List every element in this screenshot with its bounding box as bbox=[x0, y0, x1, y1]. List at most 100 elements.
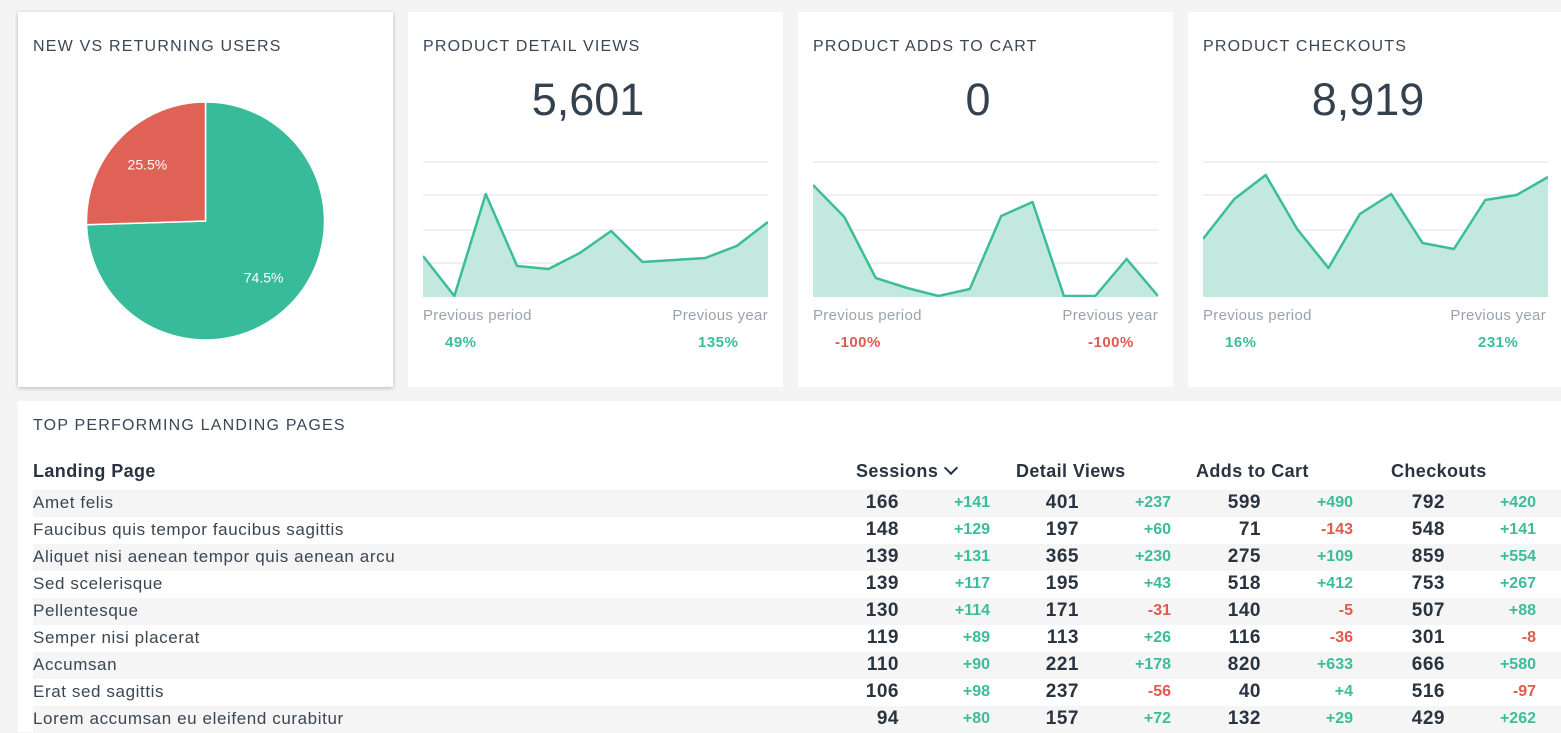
adds-to-cart-change: +490 bbox=[1316, 494, 1353, 511]
landing-page-name: Amet felis bbox=[33, 493, 114, 512]
detail-views-value: 197 bbox=[1045, 519, 1079, 540]
adds-to-cart-change: +4 bbox=[1334, 683, 1353, 700]
sparkline-chart bbox=[423, 161, 768, 297]
adds-to-cart-change: -36 bbox=[1329, 629, 1353, 646]
adds-to-cart-value: 518 bbox=[1227, 573, 1261, 594]
sessions-value: 94 bbox=[876, 708, 899, 729]
sessions-change: +98 bbox=[962, 683, 990, 700]
product-detail-views-card: PRODUCT DETAIL VIEWS 5,601 Previous peri… bbox=[408, 12, 783, 387]
sessions-change: +129 bbox=[953, 521, 990, 538]
sessions-value: 139 bbox=[865, 546, 899, 567]
sessions-change: +90 bbox=[962, 656, 990, 673]
checkouts-value: 859 bbox=[1411, 546, 1445, 567]
detail-views-change: +43 bbox=[1143, 575, 1171, 592]
adds-to-cart-value: 116 bbox=[1228, 627, 1261, 648]
checkouts-value: 429 bbox=[1411, 708, 1445, 729]
detail-views-change: +237 bbox=[1134, 494, 1171, 511]
sparkline-area bbox=[813, 185, 1158, 297]
pie-slice-label: 25.5% bbox=[128, 157, 168, 173]
pie-chart: 74.5% 25.5% bbox=[85, 101, 326, 341]
sessions-value: 110 bbox=[866, 654, 899, 675]
column-header-landing-page[interactable]: Landing Page bbox=[33, 461, 156, 481]
table-row[interactable]: Semper nisi placerat 119 +89 113 +26 116 -36 30… bbox=[33, 625, 1561, 652]
pie-slice[interactable] bbox=[85, 101, 207, 226]
card-title: NEW VS RETURNING USERS bbox=[33, 38, 282, 55]
adds-to-cart-value: 132 bbox=[1227, 708, 1261, 729]
column-header-checkouts[interactable]: Checkouts bbox=[1391, 461, 1487, 481]
column-header-adds-to-cart[interactable]: Adds to Cart bbox=[1196, 461, 1309, 481]
sparkline-area bbox=[1203, 175, 1548, 297]
kpi-value: 0 bbox=[965, 74, 991, 125]
adds-to-cart-change: +109 bbox=[1316, 548, 1353, 565]
sessions-change: +131 bbox=[953, 548, 990, 565]
adds-to-cart-value: 71 bbox=[1238, 519, 1261, 540]
table-body: Amet felis 166 +141 401 +237 599 +490 792 +420 Fa… bbox=[33, 490, 1561, 733]
detail-views-change: -31 bbox=[1147, 602, 1171, 619]
sessions-change: +80 bbox=[962, 710, 990, 727]
sessions-change: +141 bbox=[953, 494, 990, 511]
checkouts-change: +420 bbox=[1499, 494, 1536, 511]
sessions-value: 130 bbox=[865, 600, 899, 621]
column-header-label: Sessions bbox=[856, 461, 939, 481]
sessions-value: 139 bbox=[865, 573, 899, 594]
new-vs-returning-card: NEW VS RETURNING USERS 74.5% 25.5% bbox=[18, 12, 393, 387]
landing-page-name: Faucibus quis tempor faucibus sagittis bbox=[33, 520, 344, 539]
chevron-down-icon bbox=[944, 460, 959, 476]
table-row[interactable]: Pellentesque 130 +114 171 -31 140 -5 507 +88 bbox=[33, 598, 1561, 625]
previous-year-label: Previous year bbox=[672, 307, 768, 324]
top-landing-pages-card: TOP PERFORMING LANDING PAGES Landing Pag… bbox=[18, 401, 1561, 733]
sessions-value: 166 bbox=[865, 492, 899, 513]
checkouts-change: +580 bbox=[1499, 656, 1536, 673]
table-row[interactable]: Aliquet nisi aenean tempor quis aenean a… bbox=[33, 544, 1561, 571]
checkouts-change: +554 bbox=[1499, 548, 1536, 565]
product-adds-to-cart-card: PRODUCT ADDS TO CART 0 Previous period P… bbox=[798, 12, 1173, 387]
previous-year-label: Previous year bbox=[1062, 307, 1158, 324]
kpi-value: 5,601 bbox=[531, 74, 645, 125]
detail-views-change: +72 bbox=[1143, 710, 1171, 727]
detail-views-change: +26 bbox=[1143, 629, 1171, 646]
checkouts-change: +88 bbox=[1508, 602, 1536, 619]
landing-page-name: Lorem accumsan eu eleifend curabitur bbox=[33, 709, 344, 728]
detail-views-value: 195 bbox=[1045, 573, 1079, 594]
checkouts-value: 507 bbox=[1411, 600, 1445, 621]
table-row[interactable]: Faucibus quis tempor faucibus sagittis 14… bbox=[33, 517, 1561, 544]
previous-year-change: 135% bbox=[698, 334, 739, 351]
previous-period-change: -100% bbox=[835, 334, 881, 351]
detail-views-value: 221 bbox=[1045, 654, 1079, 675]
detail-views-change: +178 bbox=[1134, 656, 1171, 673]
previous-year-label: Previous year bbox=[1450, 307, 1546, 324]
sessions-value: 106 bbox=[865, 681, 899, 702]
table-row[interactable]: Lorem accumsan eu eleifend curabitur 94 +8… bbox=[33, 706, 1561, 733]
landing-page-name: Pellentesque bbox=[33, 601, 139, 620]
adds-to-cart-change: -5 bbox=[1338, 602, 1353, 619]
detail-views-value: 113 bbox=[1046, 627, 1079, 648]
landing-page-name: Accumsan bbox=[33, 655, 118, 674]
detail-views-change: +230 bbox=[1134, 548, 1171, 565]
previous-year-change: -100% bbox=[1088, 334, 1134, 351]
checkouts-change: +141 bbox=[1499, 521, 1536, 538]
adds-to-cart-change: +29 bbox=[1325, 710, 1353, 727]
detail-views-value: 237 bbox=[1045, 681, 1079, 702]
adds-to-cart-value: 140 bbox=[1227, 600, 1261, 621]
card-title: TOP PERFORMING LANDING PAGES bbox=[33, 417, 346, 434]
checkouts-value: 666 bbox=[1411, 654, 1445, 675]
sparkline-chart bbox=[1203, 161, 1548, 297]
table-row[interactable]: Sed scelerisque 139 +117 195 +43 518 +412 753 +2… bbox=[33, 571, 1561, 598]
checkouts-change: +262 bbox=[1499, 710, 1536, 727]
checkouts-value: 301 bbox=[1411, 627, 1445, 648]
previous-period-label: Previous period bbox=[813, 307, 922, 324]
column-header-sessions[interactable]: Sessions bbox=[856, 460, 959, 482]
landing-page-name: Erat sed sagittis bbox=[33, 682, 165, 701]
table-row[interactable]: Erat sed sagittis 106 +98 237 -56 40 +4 516 -97 bbox=[33, 679, 1561, 706]
checkouts-value: 753 bbox=[1411, 573, 1445, 594]
column-header-detail-views[interactable]: Detail Views bbox=[1016, 461, 1126, 481]
landing-page-name: Aliquet nisi aenean tempor quis aenean a… bbox=[33, 547, 396, 566]
sparkline-line bbox=[813, 184, 1158, 297]
adds-to-cart-change: +412 bbox=[1316, 575, 1353, 592]
table-header: Landing Page Sessions Detail Views Adds … bbox=[33, 458, 1561, 484]
landing-page-name: Sed scelerisque bbox=[33, 574, 163, 593]
detail-views-change: +60 bbox=[1143, 521, 1171, 538]
table-row[interactable]: Amet felis 166 +141 401 +237 599 +490 792 +420 bbox=[33, 490, 1561, 517]
table-row[interactable]: Accumsan 110 +90 221 +178 820 +633 666 +580 bbox=[33, 652, 1561, 679]
checkouts-value: 548 bbox=[1411, 519, 1445, 540]
